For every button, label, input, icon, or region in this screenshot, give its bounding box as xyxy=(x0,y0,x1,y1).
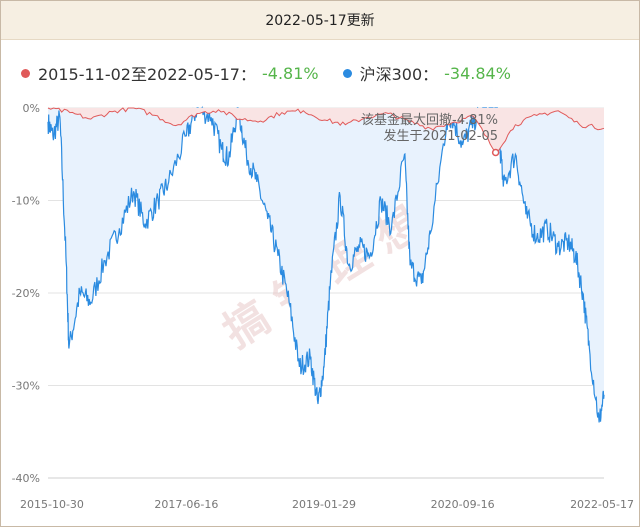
series-fund-group xyxy=(47,107,605,154)
y-tick-label: 0% xyxy=(23,102,40,115)
x-tick-label: 2022-05-17 xyxy=(570,498,634,511)
y-tick-label: -20% xyxy=(12,287,40,300)
max-drawdown-annotation: 该基金最大回撤-4.81% 发生于2021-02-05 xyxy=(361,112,500,157)
legend-label-index: 沪深300： xyxy=(359,65,439,84)
series-fund-line xyxy=(47,107,605,154)
legend-label-fund: 2015-11-02至2022-05-17： xyxy=(38,65,256,84)
legend: 2015-11-02至2022-05-17： -4.81% 沪深300： -34… xyxy=(21,61,535,85)
max-drawdown-marker xyxy=(491,148,500,157)
legend-item-index[interactable]: 沪深300： -34.84% xyxy=(342,61,511,85)
legend-value-index: -34.84% xyxy=(444,63,511,83)
series-index-line xyxy=(47,105,605,423)
annotation-line-1: 该基金最大回撤-4.81% xyxy=(361,112,498,128)
legend-value-fund: -4.81% xyxy=(261,63,319,83)
annotation-line-2: 发生于2021-02-05 xyxy=(383,128,498,144)
x-tick-label: 2019-01-29 xyxy=(292,498,356,511)
y-tick-label: -10% xyxy=(12,195,40,208)
y-axis-ticks: 0% -10% -20% -30% -40% xyxy=(12,102,40,485)
update-title: 2022-05-17更新 xyxy=(265,13,375,29)
legend-dot-fund xyxy=(21,68,30,78)
series-index-group xyxy=(47,105,605,423)
y-tick-label: -30% xyxy=(12,380,40,393)
x-tick-label: 2015-10-30 xyxy=(20,498,84,511)
x-tick-label: 2017-06-16 xyxy=(154,498,218,511)
y-tick-label: -40% xyxy=(12,472,40,485)
x-tick-label: 2020-09-16 xyxy=(431,498,495,511)
legend-dot-index xyxy=(342,68,352,78)
legend-item-fund[interactable]: 2015-11-02至2022-05-17： -4.81% xyxy=(21,61,319,85)
series-index-area xyxy=(48,108,604,423)
update-header: 2022-05-17更新 xyxy=(1,1,639,40)
x-axis-ticks: 2015-10-30 2017-06-16 2019-01-29 2020-09-16… xyxy=(20,498,634,511)
